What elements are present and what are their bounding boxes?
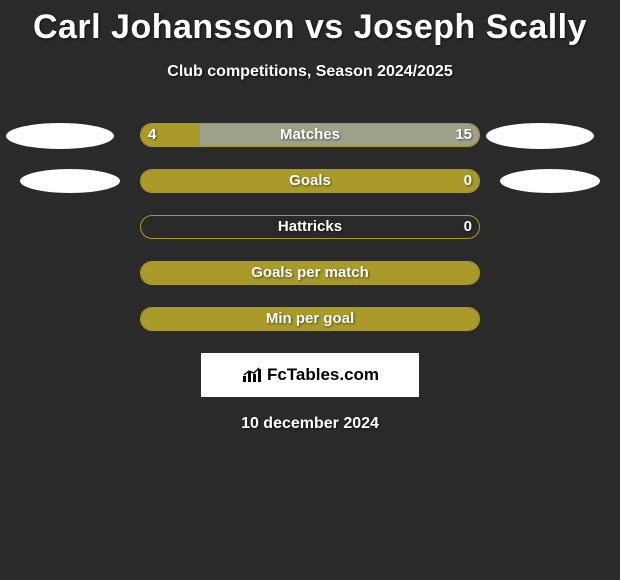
- bar-track: [140, 261, 480, 285]
- logo-box: FcTables.com: [201, 353, 419, 397]
- stat-row: Goals0: [0, 169, 620, 193]
- subtitle: Club competitions, Season 2024/2025: [0, 63, 620, 81]
- value-right: 15: [455, 123, 472, 147]
- stat-row: Goals per match: [0, 261, 620, 285]
- bar-left: [141, 308, 480, 330]
- bar-track: [140, 307, 480, 331]
- chart-icon: [241, 366, 263, 384]
- stat-row: Hattricks0: [0, 215, 620, 239]
- bar-left: [141, 262, 480, 284]
- logo-text: FcTables.com: [267, 365, 379, 385]
- page-title: Carl Johansson vs Joseph Scally: [0, 0, 620, 47]
- bar-track: [140, 169, 480, 193]
- date-text: 10 december 2024: [0, 415, 620, 433]
- bar-left: [141, 170, 480, 192]
- bar-track: [140, 123, 480, 147]
- value-right: 0: [464, 169, 472, 193]
- stat-row: Matches415: [0, 123, 620, 147]
- bar-track: [140, 215, 480, 239]
- value-left: 4: [148, 123, 156, 147]
- stat-row: Min per goal: [0, 307, 620, 331]
- logo: FcTables.com: [241, 365, 379, 385]
- value-right: 0: [464, 215, 472, 239]
- bar-right: [200, 124, 479, 146]
- comparison-chart: Matches415Goals0Hattricks0Goals per matc…: [0, 123, 620, 331]
